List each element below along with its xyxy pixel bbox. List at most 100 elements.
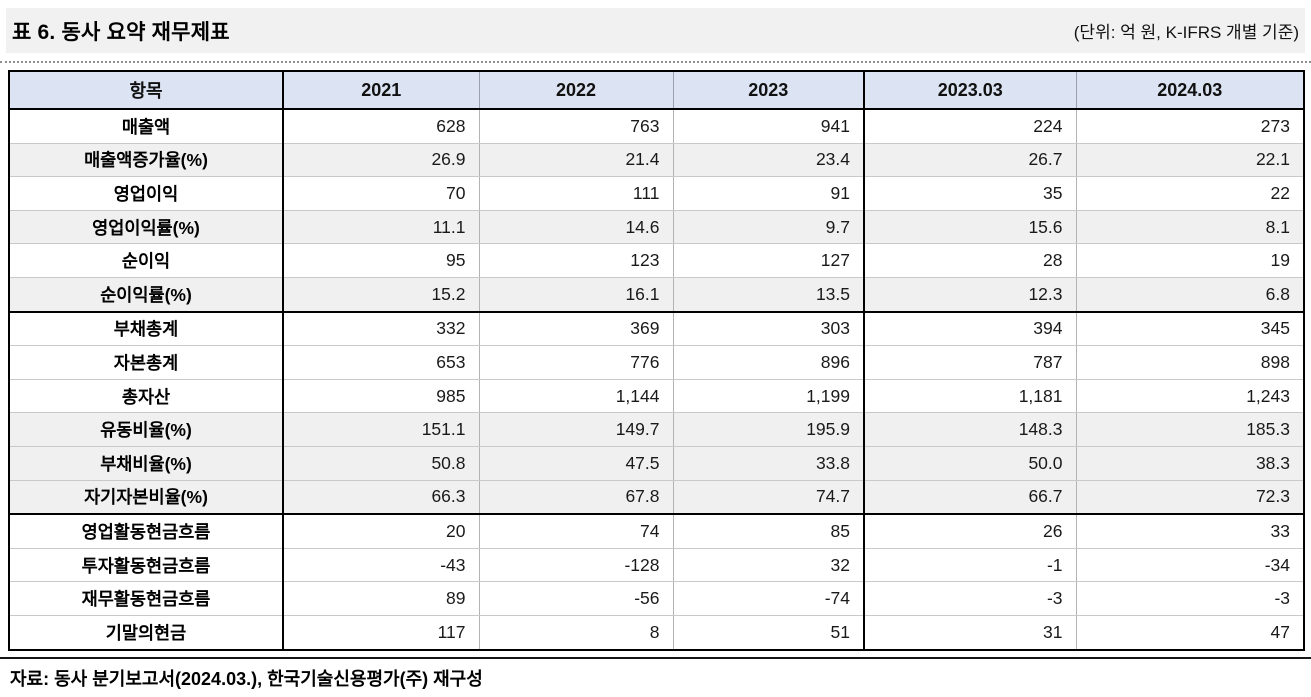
value-cell: 50.8 — [283, 446, 480, 481]
value-cell: 38.3 — [1076, 446, 1304, 481]
value-cell: 149.7 — [479, 412, 674, 447]
row-label-cell: 매출액 — [9, 109, 284, 144]
header-cell-item: 항목 — [9, 71, 284, 110]
table-body: 매출액 628 763 941 224 273 매출액증가율(%) 26.9 21.4 23.4 2… — [9, 109, 1304, 651]
table-row: 매출액증가율(%) 26.9 21.4 23.4 26.7 22.1 — [9, 143, 1304, 178]
value-cell: 9.7 — [673, 210, 865, 245]
header-cell-period: 2021 — [283, 71, 480, 110]
value-cell: -74 — [673, 581, 865, 616]
row-label-cell: 순이익률(%) — [9, 277, 284, 313]
row-label-cell: 유동비율(%) — [9, 412, 284, 447]
value-cell: 28 — [864, 243, 1077, 278]
value-cell: 8 — [479, 615, 674, 651]
value-cell: 111 — [479, 176, 674, 211]
value-cell: 66.3 — [283, 480, 480, 515]
value-cell: 1,181 — [864, 379, 1077, 414]
value-cell: 16.1 — [479, 277, 674, 313]
row-label-cell: 순이익 — [9, 243, 284, 278]
value-cell: 148.3 — [864, 412, 1077, 447]
value-cell: 22 — [1076, 176, 1304, 211]
page-title: 표 6. 동사 요약 재무제표 — [12, 20, 230, 44]
table-title-band: 표 6. 동사 요약 재무제표 (단위: 억 원, K-IFRS 개별 기준) — [6, 8, 1305, 53]
table-header-row: 항목 2021 2022 2023 2023.03 2024.03 — [9, 71, 1304, 110]
table-row: 영업이익률(%) 11.1 14.6 9.7 15.6 8.1 — [9, 210, 1304, 245]
value-cell: 21.4 — [479, 143, 674, 178]
value-cell: -43 — [283, 548, 480, 583]
row-label-cell: 자본총계 — [9, 345, 284, 380]
value-cell: 11.1 — [283, 210, 480, 245]
value-cell: 345 — [1076, 310, 1304, 347]
value-cell: 47.5 — [479, 446, 674, 481]
row-label-cell: 매출액증가율(%) — [9, 143, 284, 178]
row-label-cell: 부채총계 — [9, 310, 284, 347]
value-cell: 1,144 — [479, 379, 674, 414]
value-cell: -1 — [864, 548, 1077, 583]
row-label-cell: 자기자본비율(%) — [9, 480, 284, 515]
footer-divider — [0, 657, 1311, 659]
header-cell-period: 2023 — [673, 71, 865, 110]
value-cell: 13.5 — [673, 277, 865, 313]
value-cell: 369 — [479, 310, 674, 347]
value-cell: 67.8 — [479, 480, 674, 515]
value-cell: 123 — [479, 243, 674, 278]
table-row: 재무활동현금흐름 89 -56 -74 -3 -3 — [9, 581, 1304, 616]
table-row: 유동비율(%) 151.1 149.7 195.9 148.3 185.3 — [9, 412, 1304, 447]
table-row: 총자산 985 1,144 1,199 1,181 1,243 — [9, 379, 1304, 414]
value-cell: 26 — [864, 513, 1077, 549]
value-cell: 85 — [673, 513, 865, 549]
value-cell: 1,243 — [1076, 379, 1304, 414]
table-row: 자본총계 653 776 896 787 898 — [9, 345, 1304, 380]
row-label-cell: 영업이익 — [9, 176, 284, 211]
financial-summary-table: 항목 2021 2022 2023 2023.03 2024.03 매출액 628 763 94… — [8, 70, 1305, 651]
value-cell: 35 — [864, 176, 1077, 211]
table-row: 순이익률(%) 15.2 16.1 13.5 12.3 6.8 — [9, 277, 1304, 313]
value-cell: 23.4 — [673, 143, 865, 178]
value-cell: -128 — [479, 548, 674, 583]
table-row: 자기자본비율(%) 66.3 67.8 74.7 66.7 72.3 — [9, 480, 1304, 515]
value-cell: 19 — [1076, 243, 1304, 278]
value-cell: 51 — [673, 615, 865, 651]
value-cell: 50.0 — [864, 446, 1077, 481]
row-label-cell: 영업활동현금흐름 — [9, 513, 284, 549]
header-cell-period: 2024.03 — [1076, 71, 1304, 110]
value-cell: 332 — [283, 310, 480, 347]
row-label-cell: 재무활동현금흐름 — [9, 581, 284, 616]
value-cell: 74.7 — [673, 480, 865, 515]
value-cell: 31 — [864, 615, 1077, 651]
table-row: 기말의현금 117 8 51 31 47 — [9, 615, 1304, 651]
table-row: 영업활동현금흐름 20 74 85 26 33 — [9, 513, 1304, 549]
table-row: 부채비율(%) 50.8 47.5 33.8 50.0 38.3 — [9, 446, 1304, 481]
value-cell: 941 — [673, 109, 865, 144]
value-cell: 776 — [479, 345, 674, 380]
row-label-cell: 영업이익률(%) — [9, 210, 284, 245]
value-cell: 89 — [283, 581, 480, 616]
value-cell: 26.7 — [864, 143, 1077, 178]
value-cell: 74 — [479, 513, 674, 549]
value-cell: 1,199 — [673, 379, 865, 414]
value-cell: 896 — [673, 345, 865, 380]
value-cell: -3 — [1076, 581, 1304, 616]
value-cell: -56 — [479, 581, 674, 616]
value-cell: 15.6 — [864, 210, 1077, 245]
value-cell: 394 — [864, 310, 1077, 347]
value-cell: 273 — [1076, 109, 1304, 144]
value-cell: 195.9 — [673, 412, 865, 447]
table-row: 부채총계 332 369 303 394 345 — [9, 310, 1304, 347]
value-cell: 898 — [1076, 345, 1304, 380]
row-label-cell: 기말의현금 — [9, 615, 284, 651]
row-label-cell: 투자활동현금흐름 — [9, 548, 284, 583]
header-cell-period: 2023.03 — [864, 71, 1077, 110]
value-cell: 985 — [283, 379, 480, 414]
value-cell: 787 — [864, 345, 1077, 380]
value-cell: 224 — [864, 109, 1077, 144]
dotted-divider — [0, 61, 1311, 63]
table-header: 항목 2021 2022 2023 2023.03 2024.03 — [9, 71, 1304, 110]
value-cell: 47 — [1076, 615, 1304, 651]
row-label-cell: 총자산 — [9, 379, 284, 414]
header-cell-period: 2022 — [479, 71, 674, 110]
value-cell: 70 — [283, 176, 480, 211]
value-cell: 127 — [673, 243, 865, 278]
value-cell: 33.8 — [673, 446, 865, 481]
value-cell: 22.1 — [1076, 143, 1304, 178]
table-row: 매출액 628 763 941 224 273 — [9, 109, 1304, 144]
